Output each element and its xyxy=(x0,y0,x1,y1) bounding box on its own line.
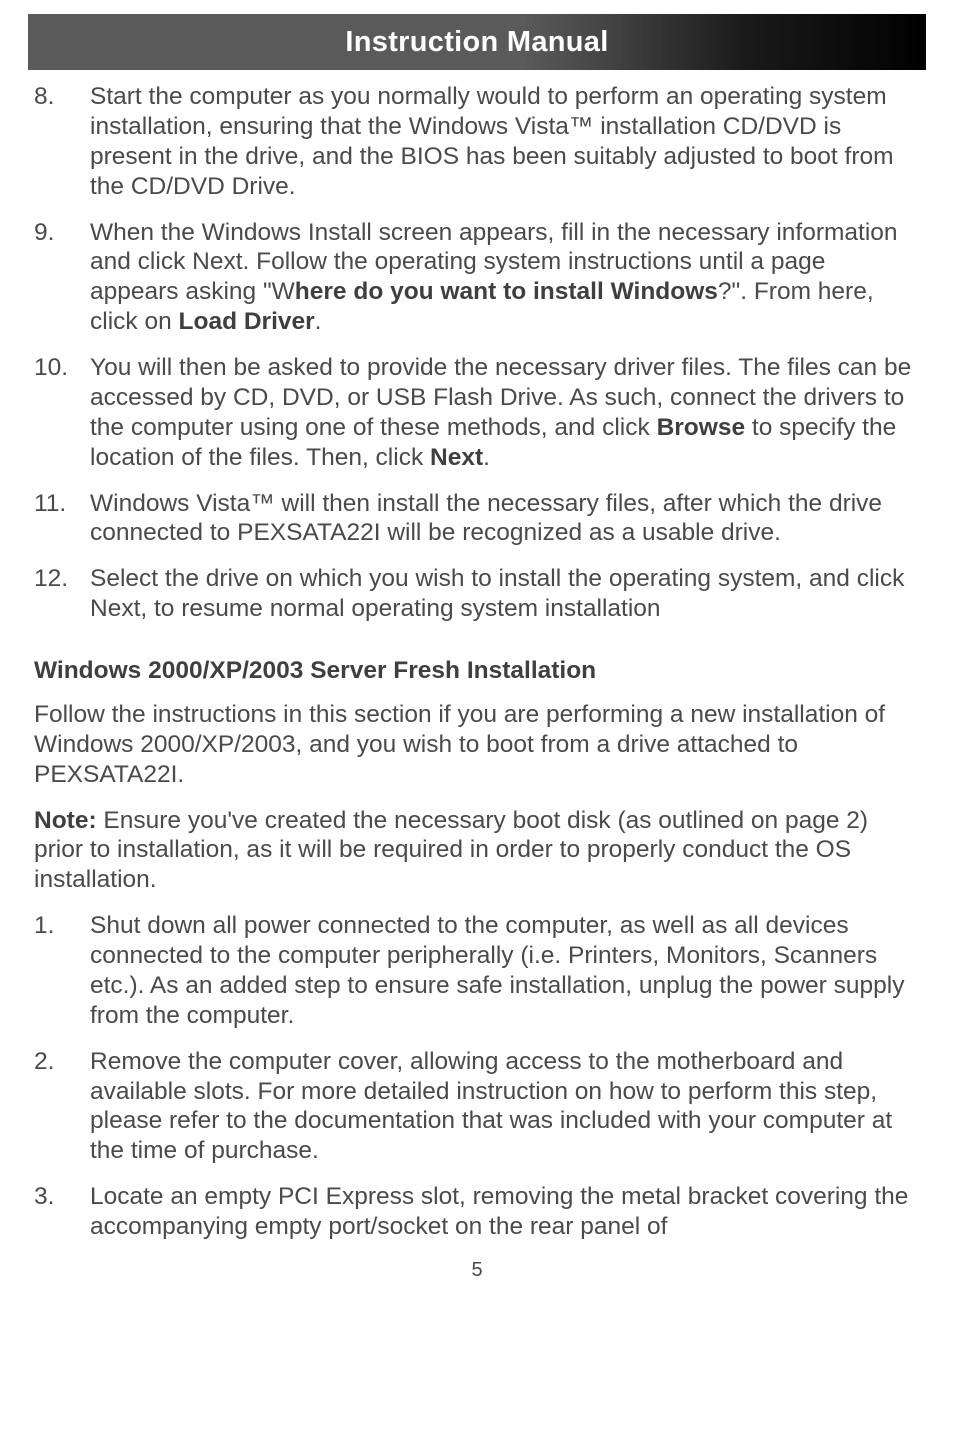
paragraph: Follow the instructions in this section … xyxy=(34,700,920,790)
item-text: Start the computer as you normally would… xyxy=(90,82,920,202)
item-number: 11. xyxy=(34,489,90,549)
section-heading: Windows 2000/XP/2003 Server Fresh Instal… xyxy=(34,656,920,686)
list-item: 2. Remove the computer cover, allowing a… xyxy=(34,1047,920,1167)
page-content: 8. Start the computer as you normally wo… xyxy=(28,82,926,1282)
header-bar: Instruction Manual xyxy=(28,14,926,70)
header-title: Instruction Manual xyxy=(345,26,608,59)
item-number: 3. xyxy=(34,1182,90,1242)
list-item: 1. Shut down all power connected to the … xyxy=(34,911,920,1031)
note-paragraph: Note: Ensure you've created the necessar… xyxy=(34,806,920,896)
item-text: You will then be asked to provide the ne… xyxy=(90,353,920,473)
list-item: 9. When the Windows Install screen appea… xyxy=(34,218,920,338)
item-number: 9. xyxy=(34,218,90,338)
instruction-list-lower: 1. Shut down all power connected to the … xyxy=(34,911,920,1242)
item-number: 2. xyxy=(34,1047,90,1167)
note-text: Ensure you've created the necessary boot… xyxy=(34,807,868,894)
item-text: Windows Vista™ will then install the nec… xyxy=(90,489,920,549)
item-text: Locate an empty PCI Express slot, removi… xyxy=(90,1182,920,1242)
item-text: When the Windows Install screen appears,… xyxy=(90,218,920,338)
list-item: 12. Select the drive on which you wish t… xyxy=(34,564,920,624)
instruction-list-upper: 8. Start the computer as you normally wo… xyxy=(34,82,920,624)
item-text: Remove the computer cover, allowing acce… xyxy=(90,1047,920,1167)
item-text: Shut down all power connected to the com… xyxy=(90,911,920,1031)
list-item: 3. Locate an empty PCI Express slot, rem… xyxy=(34,1182,920,1242)
list-item: 11. Windows Vista™ will then install the… xyxy=(34,489,920,549)
item-number: 8. xyxy=(34,82,90,202)
list-item: 8. Start the computer as you normally wo… xyxy=(34,82,920,202)
page-number: 5 xyxy=(34,1258,920,1282)
item-number: 1. xyxy=(34,911,90,1031)
item-text: Select the drive on which you wish to in… xyxy=(90,564,920,624)
item-number: 12. xyxy=(34,564,90,624)
note-label: Note: xyxy=(34,807,97,834)
list-item: 10. You will then be asked to provide th… xyxy=(34,353,920,473)
item-number: 10. xyxy=(34,353,90,473)
